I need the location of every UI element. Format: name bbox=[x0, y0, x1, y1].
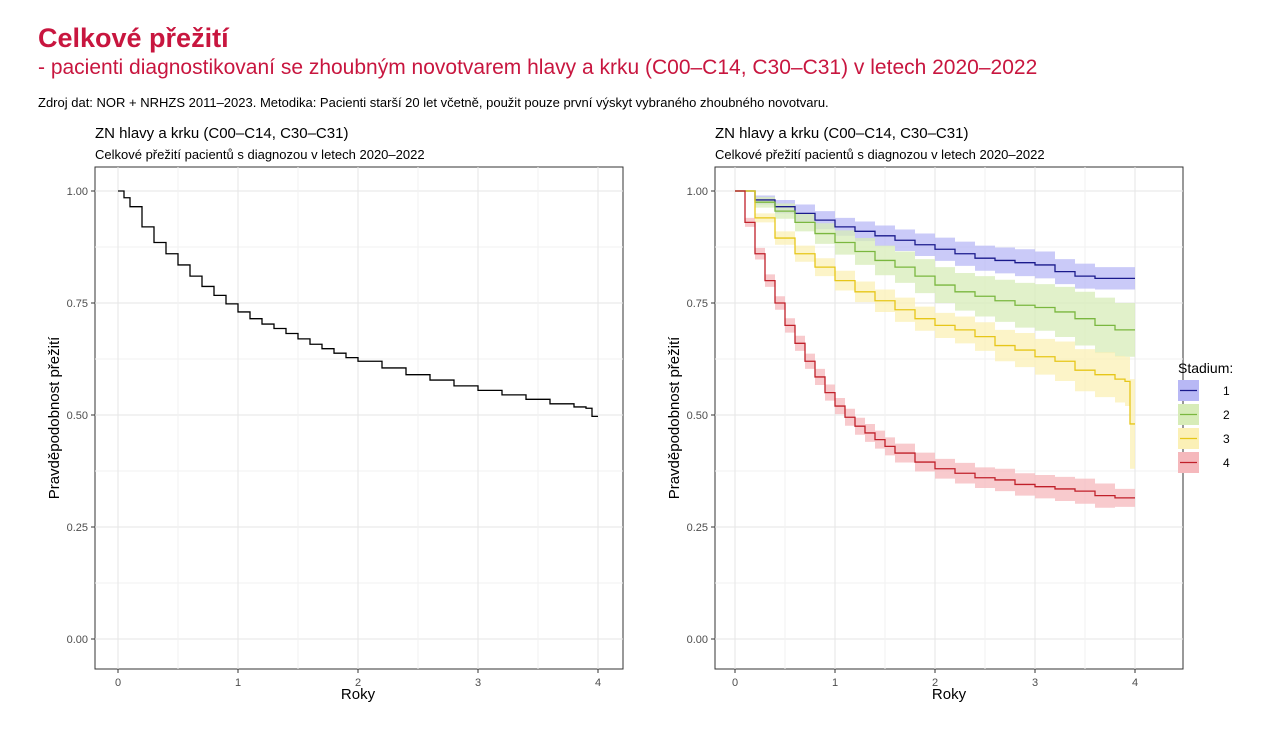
legend: Stadium: 1 2 3 4 bbox=[1178, 360, 1233, 473]
legend-title: Stadium: bbox=[1178, 360, 1233, 376]
y-tick-label: 0.00 bbox=[67, 634, 88, 646]
stage-survival-chart: ZN hlavy a krku (C00–C14, C30–C31) Celko… bbox=[666, 125, 1233, 703]
x-tick-label: 3 bbox=[1032, 677, 1038, 689]
confidence-band-stadium-3 bbox=[735, 191, 1135, 469]
x-tick-label: 2 bbox=[355, 677, 361, 689]
y-tick-label: 0.00 bbox=[687, 634, 708, 646]
x-tick-label: 4 bbox=[595, 677, 601, 689]
x-tick-label: 3 bbox=[475, 677, 481, 689]
y-tick-label: 0.50 bbox=[67, 410, 88, 422]
legend-label-stadium-4: 4 bbox=[1223, 456, 1230, 470]
x-tick-label: 0 bbox=[115, 677, 121, 689]
y-tick-label: 1.00 bbox=[67, 186, 88, 198]
y-tick-label: 0.25 bbox=[67, 522, 88, 534]
page-header: Celkové přežití - pacienti diagnostikova… bbox=[38, 22, 1037, 82]
x-tick-label: 2 bbox=[932, 677, 938, 689]
x-tick-label: 1 bbox=[832, 677, 838, 689]
survival-line-stadium-3 bbox=[735, 190, 1135, 425]
chart-title: ZN hlavy a krku (C00–C14, C30–C31) bbox=[715, 125, 968, 142]
x-axis-label: Roky bbox=[932, 686, 967, 703]
y-tick-label: 1.00 bbox=[687, 186, 708, 198]
x-axis-label: Roky bbox=[341, 686, 376, 703]
chart-subtitle: Celkové přežití pacientů s diagnozou v l… bbox=[715, 147, 1045, 162]
survival-line-stadium-4 bbox=[735, 190, 1135, 499]
x-tick-label: 4 bbox=[1132, 677, 1138, 689]
data-source-note: Zdroj dat: NOR + NRHZS 2011–2023. Metodi… bbox=[38, 95, 829, 110]
plot-panel bbox=[94, 166, 624, 670]
y-axis-label: Pravděpodobnost přežití bbox=[46, 336, 63, 499]
confidence-band-stadium-2 bbox=[735, 191, 1135, 357]
y-axis-label: Pravděpodobnost přežití bbox=[666, 336, 683, 499]
legend-label-stadium-3: 3 bbox=[1223, 432, 1230, 446]
survival-line bbox=[118, 190, 598, 417]
page-title: Celkové přežití bbox=[38, 23, 229, 53]
survival-line-stadium-2 bbox=[735, 190, 1135, 331]
chart-title: ZN hlavy a krku (C00–C14, C30–C31) bbox=[95, 125, 348, 142]
legend-label-stadium-1: 1 bbox=[1223, 384, 1230, 398]
x-tick-label: 0 bbox=[732, 677, 738, 689]
y-tick-label: 0.75 bbox=[67, 298, 88, 310]
y-tick-label: 0.50 bbox=[687, 410, 708, 422]
x-tick-label: 1 bbox=[235, 677, 241, 689]
survival-line-stadium-1 bbox=[735, 190, 1135, 280]
y-tick-label: 0.75 bbox=[687, 298, 708, 310]
chart-subtitle: Celkové přežití pacientů s diagnozou v l… bbox=[95, 147, 425, 162]
y-tick-label: 0.25 bbox=[687, 522, 708, 534]
page-subtitle: - pacienti diagnostikovaní se zhoubným n… bbox=[38, 56, 1038, 79]
overall-survival-chart: ZN hlavy a krku (C00–C14, C30–C31) Celko… bbox=[46, 125, 624, 703]
legend-label-stadium-2: 2 bbox=[1223, 408, 1230, 422]
